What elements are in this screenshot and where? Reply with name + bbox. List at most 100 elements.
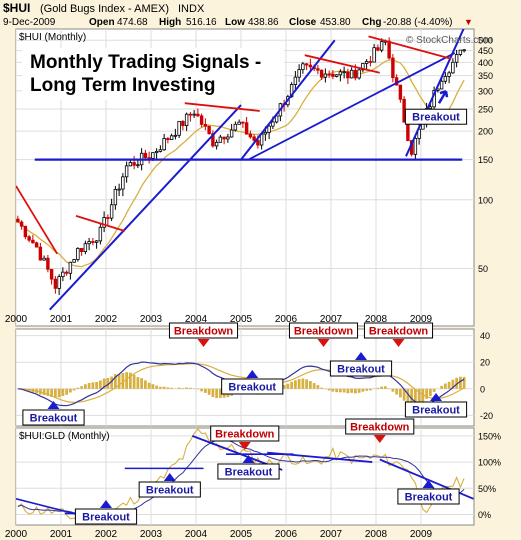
breakout-label-box [74,508,138,525]
macd-histogram-bar [159,386,162,389]
candle-body [42,257,46,261]
candle-body [229,129,234,138]
macd-histogram-bar [166,387,170,389]
candle-body [19,221,24,227]
macd-histogram-bar [440,385,443,389]
candle-body [443,76,448,82]
macd-histogram-bar [162,386,166,389]
macd-histogram-bar [102,378,106,389]
breakout-arrow-icon [355,352,367,360]
candle-body [413,137,418,155]
breakout-label-box [221,378,284,395]
candle-body [368,61,373,63]
macd-histogram-bar [327,388,331,391]
candle-body [226,136,230,140]
macd-histogram-bar [417,388,421,405]
candle-body [162,138,166,151]
candle-body [334,74,339,77]
price-x-tick: 2008 [365,314,388,325]
breakout-label-box [404,401,468,418]
macd-histogram-bar [376,387,380,389]
macd-histogram-bar [316,385,320,389]
candle-body [38,246,43,261]
macd-histogram-bar [305,379,308,389]
price-y-tick: 200 [478,127,493,137]
candle-body [454,54,459,63]
breakout-label-box [22,409,85,426]
candle-body [147,157,151,160]
macd-histogram-bar [399,388,402,398]
candle-body [346,71,350,79]
price-y-tick: 50 [478,264,488,274]
ratio-y-axis: 150% 100% 50% 0% [478,431,501,520]
macd-y-tick: 40 [480,331,490,341]
candle-body [121,176,125,190]
breakdown-arrow-icon [392,339,405,347]
macd-histogram-bar [140,378,143,389]
candle-body [16,218,20,223]
breakdown-label-box [363,322,434,339]
macd-histogram-bar [286,383,290,389]
candle-body [203,123,208,127]
ratio-x-tick: 2007 [320,529,343,540]
candle-body [34,242,39,248]
macd-histogram-bar [447,381,451,389]
breakdown-label-box [210,425,280,442]
price-x-tick: 2006 [275,314,298,325]
breakdown-label: Breakdown [350,422,410,434]
macd-histogram-bar [444,383,447,389]
candle-body [252,136,256,141]
trend-line [240,39,336,161]
candle-body [94,240,99,243]
candle-body [361,63,365,71]
candle-body [68,261,73,274]
price-annotations: Breakout [404,90,468,125]
candle-body [222,136,226,140]
candle-body [181,120,185,127]
symbol-label: $HUI [3,1,30,15]
candle-body [319,69,324,78]
candle-body [293,76,298,85]
macd-histogram-bar [346,388,350,394]
breakout-arrow-icon [430,393,442,401]
price-y-tick: 400 [478,58,493,68]
macd-histogram-bar [117,373,121,389]
price-moving-average [17,59,465,268]
candle-body [199,115,204,125]
macd-histogram-bar [125,372,128,389]
candle-body [241,121,245,124]
candle-body [218,136,223,143]
macd-histogram-bar [361,388,365,392]
candle-body [31,239,35,244]
macd-histogram-bar [200,388,203,392]
candle-body [143,152,148,159]
candle-body [233,123,238,131]
breakout-label: Breakout [405,492,453,504]
chart-title: Monthly Trading Signals -Long Term Inves… [30,52,261,96]
ratio-x-tick: 2004 [185,529,208,540]
ratio-x-tick: 2008 [365,529,388,540]
macd-histogram-bar [350,388,353,393]
candle-body [214,141,219,147]
candle-body [79,248,84,252]
breakdown-label: Breakdown [174,326,234,338]
candle-body [27,236,31,241]
macd-histogram-bar [189,387,192,389]
breakout-label-box [217,463,280,480]
chart-header: $HUI (Gold Bugs Index - AMEX) INDX 9-Dec… [3,1,473,28]
ratio-annotations: Breakdown Breakdown Breakout Breakout Breako… [74,418,460,525]
macd-histogram-bar [155,385,158,389]
candle-body [184,113,189,127]
macd-y-tick: -20 [480,411,493,421]
chart-title-line: Monthly Trading Signals - [30,52,261,73]
ratio-trend-line [267,451,373,463]
candle-body [301,63,305,71]
candle-body [128,162,133,167]
price-x-tick: 2009 [410,314,433,325]
candle-body [102,217,106,228]
ratio-x-tick: 2009 [410,529,433,540]
breakout-label: Breakout [82,512,130,524]
macd-histogram-bar [80,386,83,389]
breakdown-arrow-icon [317,339,330,347]
